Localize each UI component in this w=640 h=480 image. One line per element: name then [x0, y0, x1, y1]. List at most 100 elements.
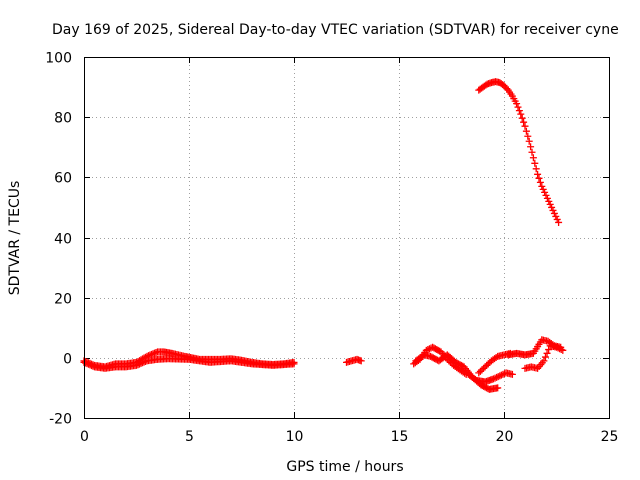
data-point [553, 215, 561, 223]
data-point [539, 185, 547, 193]
data-point [556, 345, 564, 353]
data-point [525, 137, 533, 145]
x-tick-label: 0 [80, 429, 89, 445]
data-point [289, 360, 296, 368]
data-point [538, 359, 546, 367]
data-point [514, 103, 522, 111]
data-point [470, 374, 478, 382]
data-point [131, 362, 139, 370]
data-point [522, 127, 530, 135]
data-point [496, 372, 504, 380]
data-point [480, 82, 488, 90]
data-point [491, 355, 499, 363]
y-tick-label: 100 [45, 51, 72, 67]
data-point [542, 191, 550, 199]
data-point [492, 353, 500, 361]
y-axis-label: SDTVAR / TECUs [7, 181, 23, 296]
data-point [493, 373, 501, 381]
plot-frame [84, 57, 610, 419]
data-point [478, 366, 486, 374]
data-point [541, 353, 549, 361]
data-point [481, 363, 489, 371]
x-tick-label: 20 [496, 429, 514, 445]
data-points [80, 78, 567, 393]
data-point [483, 384, 490, 392]
data-point [89, 362, 97, 370]
data-point [511, 97, 519, 105]
data-point [548, 203, 556, 211]
data-point [142, 357, 149, 365]
series-high-arc [475, 78, 563, 226]
data-point [535, 174, 543, 182]
data-point [524, 132, 532, 140]
data-point [476, 85, 484, 93]
data-point [494, 373, 502, 381]
data-point [475, 369, 483, 377]
data-point [434, 346, 442, 354]
data-point [476, 367, 484, 375]
series-arc-early-lower [80, 355, 298, 372]
data-point [457, 361, 465, 369]
data-point [554, 344, 562, 352]
data-point [497, 80, 505, 88]
data-point [515, 107, 523, 115]
data-point [527, 143, 535, 151]
y-tick-label: 20 [54, 292, 72, 308]
x-tick-label: 25 [601, 429, 619, 445]
data-point [532, 165, 540, 173]
data-point [543, 349, 551, 357]
data-point [520, 118, 528, 126]
data-point [484, 360, 492, 368]
data-point [532, 364, 540, 372]
data-point [549, 206, 557, 214]
series-isolated [343, 355, 365, 366]
data-point [518, 114, 526, 122]
data-point [543, 194, 551, 202]
series-arc-late-b [412, 351, 502, 393]
data-point [507, 90, 515, 98]
chart-title: Day 169 of 2025, Sidereal Day-to-day VTE… [52, 22, 619, 38]
y-tick-label: 60 [54, 171, 72, 187]
data-point [550, 209, 558, 217]
data-point [538, 182, 546, 190]
data-point [546, 200, 554, 208]
data-point [417, 353, 425, 361]
y-tick-label: 0 [63, 352, 72, 368]
data-point [480, 364, 488, 372]
x-tick-label: 15 [391, 429, 409, 445]
data-point [491, 374, 499, 382]
data-point [529, 154, 537, 162]
data-point [531, 159, 539, 167]
data-point [483, 361, 491, 369]
data-point [528, 148, 536, 156]
data-point [545, 346, 553, 354]
data-point [497, 371, 505, 379]
series-arc-late-f [521, 342, 567, 372]
data-point [545, 197, 553, 205]
x-tick-label: 5 [185, 429, 194, 445]
data-point [543, 337, 551, 345]
data-point [492, 384, 500, 392]
data-point [517, 110, 525, 118]
data-point [501, 83, 509, 91]
y-tick-label: 80 [54, 111, 72, 127]
x-tick-labels: 0 5 10 15 20 25 [80, 429, 618, 445]
y-tick-label: -20 [49, 412, 72, 428]
data-point [507, 370, 515, 378]
data-point [424, 346, 432, 354]
data-point [552, 212, 560, 220]
data-point [541, 188, 549, 196]
data-point [555, 218, 563, 226]
data-point [499, 370, 507, 378]
x-tick-label: 10 [286, 429, 304, 445]
data-point [503, 85, 511, 93]
data-point [536, 178, 544, 186]
data-point [534, 170, 542, 178]
data-point [356, 356, 364, 364]
y-tick-labels: -20 0 20 40 60 80 100 [45, 51, 72, 428]
data-point [557, 346, 565, 354]
y-tick-label: 40 [54, 232, 72, 248]
data-point [551, 343, 559, 351]
series-arc-late-c [464, 369, 516, 386]
